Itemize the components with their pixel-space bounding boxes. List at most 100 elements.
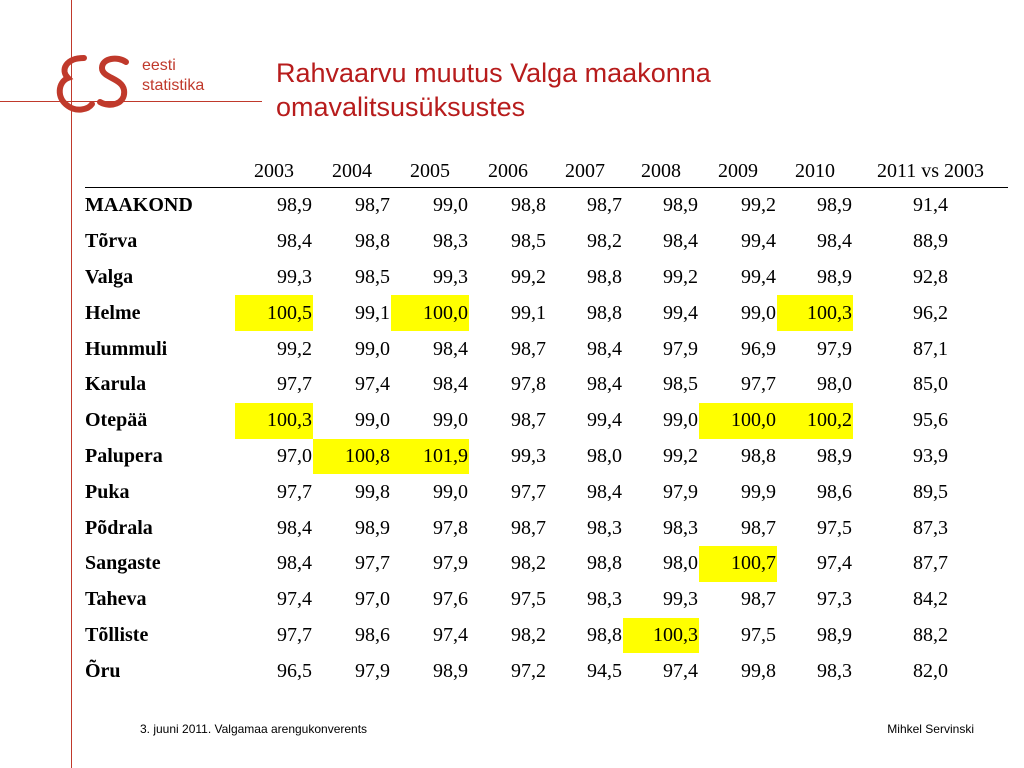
table-cell: 98,3: [663, 516, 698, 539]
table-row: Tõlliste 97,7 98,6 97,4 98,2 98,8 100,3 97,5 98,…: [85, 617, 1008, 654]
population-change-table: 2003 2004 2005 2006 2007 2008 2009 2010 …: [85, 155, 1008, 689]
table-cell: 98,2: [587, 230, 622, 253]
table-row: Sangaste 98,4 97,7 97,9 98,2 98,8 98,0 100,7 97,…: [85, 545, 1008, 582]
table-cell: 99,9: [741, 480, 776, 503]
table-cell: 97,5: [817, 516, 852, 539]
table-cell: 91,4: [913, 194, 948, 217]
table-cell: 99,4: [587, 409, 622, 432]
logo-text-eesti: eesti: [142, 57, 176, 74]
row-name: Tõrva: [85, 230, 138, 253]
table-cell: 97,0: [277, 444, 312, 467]
row-name: Põdrala: [85, 516, 153, 539]
table-cell: 99,0: [433, 194, 468, 217]
row-name: Valga: [85, 265, 134, 288]
table-cell: 100,0: [699, 402, 777, 439]
table-cell: 97,7: [277, 373, 312, 396]
row-name: Õru: [85, 659, 121, 682]
column-header: 2010: [777, 155, 853, 188]
table-cell: 97,9: [817, 337, 852, 360]
table-cell: 99,3: [433, 265, 468, 288]
table-cell: 97,4: [355, 373, 390, 396]
table-cell: 96,5: [277, 659, 312, 682]
table-cell: 97,8: [433, 516, 468, 539]
table-cell: 100,5: [235, 295, 313, 332]
table-cell: 98,3: [587, 588, 622, 611]
logo-text-statistika: statistika: [142, 77, 204, 94]
table-cell: 98,0: [587, 444, 622, 467]
table-cell: 99,2: [663, 444, 698, 467]
table-cell: 97,7: [277, 623, 312, 646]
table-row: Valga 99,3 98,5 99,3 99,2 98,8 99,2 99,4 98,9 92,…: [85, 260, 1008, 296]
row-name: Sangaste: [85, 552, 161, 575]
table-cell: 97,9: [433, 552, 468, 575]
table-cell: 98,3: [817, 659, 852, 682]
table-cell: 97,7: [355, 552, 390, 575]
table-cell: 88,2: [913, 623, 948, 646]
eesti-statistika-logo: eesti statistika: [56, 55, 204, 113]
table-cell: 98,4: [433, 373, 468, 396]
table-cell: 92,8: [913, 265, 948, 288]
table-cell: 98,8: [587, 265, 622, 288]
table-cell: 98,9: [817, 444, 852, 467]
table-cell: 97,7: [277, 480, 312, 503]
page-title: Rahvaarvu muutus Valga maakonna omavalit…: [276, 56, 976, 124]
table-cell: 99,8: [355, 480, 390, 503]
table-cell: 99,4: [741, 265, 776, 288]
table-cell: 99,1: [355, 301, 390, 324]
table-cell: 99,0: [663, 409, 698, 432]
table-cell: 98,7: [355, 194, 390, 217]
table-cell: 98,4: [277, 516, 312, 539]
table-cell: 98,9: [433, 659, 468, 682]
table-cell: 97,4: [277, 588, 312, 611]
table-cell: 99,4: [741, 230, 776, 253]
column-header: 2005: [391, 155, 469, 188]
table-cell: 97,7: [741, 373, 776, 396]
table-cell: 98,7: [511, 409, 546, 432]
row-name: Helme: [85, 301, 141, 324]
table-cell: 84,2: [913, 588, 948, 611]
title-line-1: Rahvaarvu muutus Valga maakonna: [276, 58, 711, 88]
table-cell: 97,9: [663, 480, 698, 503]
table-cell: 98,9: [817, 194, 852, 217]
title-line-2: omavalitsusüksustes: [276, 92, 526, 122]
table-cell: 98,4: [587, 373, 622, 396]
table-row: Taheva 97,4 97,0 97,6 97,5 98,3 99,3 98,7 97,3 84…: [85, 582, 1008, 618]
table-cell: 98,9: [817, 623, 852, 646]
column-header: 2008: [623, 155, 699, 188]
table-cell: 97,9: [355, 659, 390, 682]
table-row: Hummuli 99,2 99,0 98,4 98,7 98,4 97,9 96,9 97,9 8…: [85, 331, 1008, 367]
table-cell: 98,8: [741, 444, 776, 467]
table-cell: 98,6: [355, 623, 390, 646]
table-cell: 98,4: [817, 230, 852, 253]
table-cell: 100,7: [699, 545, 777, 582]
table-cell: 97,0: [355, 588, 390, 611]
header-empty: [85, 155, 235, 188]
table-cell: 99,3: [663, 588, 698, 611]
table-cell: 97,8: [511, 373, 546, 396]
table-cell: 87,1: [913, 337, 948, 360]
table-cell: 98,2: [511, 623, 546, 646]
column-header: 2003: [235, 155, 313, 188]
table-cell: 98,7: [741, 588, 776, 611]
table-cell: 96,2: [913, 301, 948, 324]
table-header-row: 2003 2004 2005 2006 2007 2008 2009 2010 …: [85, 155, 1008, 188]
table-cell: 85,0: [913, 373, 948, 396]
table-cell: 98,0: [663, 552, 698, 575]
table-cell: 98,5: [663, 373, 698, 396]
margin-rule-horizontal: [0, 101, 262, 102]
footer-author: Mihkel Servinski: [887, 722, 974, 736]
table-row: Karula 97,7 97,4 98,4 97,8 98,4 98,5 97,7 98,0 85…: [85, 367, 1008, 403]
table-row: Tõrva 98,4 98,8 98,3 98,5 98,2 98,4 99,4 98,4 88,…: [85, 224, 1008, 260]
table-cell: 97,3: [817, 588, 852, 611]
table-cell: 98,4: [433, 337, 468, 360]
table-cell: 89,5: [913, 480, 948, 503]
table-cell: 98,4: [663, 230, 698, 253]
table-cell: 88,9: [913, 230, 948, 253]
footer-event: 3. juuni 2011. Valgamaa arengukonverents: [140, 722, 368, 736]
table-cell: 98,4: [587, 337, 622, 360]
table-cell: 98,0: [817, 373, 852, 396]
table-cell: 100,0: [391, 295, 469, 332]
row-name: Palupera: [85, 444, 163, 467]
table-cell: 96,9: [741, 337, 776, 360]
table-cell: 82,0: [913, 659, 948, 682]
